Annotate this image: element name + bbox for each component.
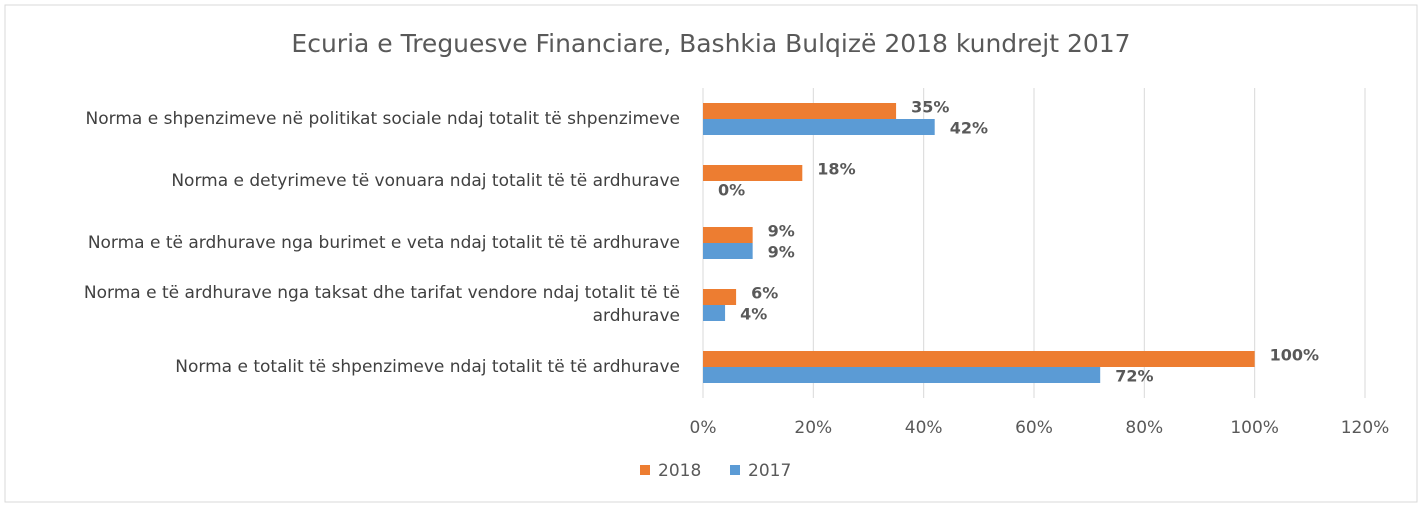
- data-label: 18%: [817, 160, 855, 179]
- y-tick-label: Norma e shpenzimeve në politikat sociale…: [85, 108, 680, 129]
- bar: [703, 289, 737, 305]
- x-tick-label: 120%: [1341, 418, 1390, 438]
- x-tick-label: 60%: [1015, 418, 1053, 438]
- bar: [703, 165, 803, 181]
- y-tick-label: Norma e të ardhurave nga burimet e veta …: [87, 232, 680, 253]
- data-label: 72%: [1115, 367, 1153, 386]
- legend-label: 2017: [748, 461, 791, 481]
- data-label: 9%: [768, 222, 795, 241]
- bar: [703, 367, 1101, 383]
- data-label: 0%: [718, 181, 745, 200]
- legend-swatch: [730, 465, 740, 475]
- y-tick-label: Norma e totalit të shpenzimeve ndaj tota…: [175, 356, 680, 377]
- x-tick-label: 20%: [794, 418, 832, 438]
- bar: [703, 227, 753, 243]
- bar: [703, 305, 726, 321]
- y-tick-label: Norma e të ardhurave nga taksat dhe tari…: [83, 283, 680, 326]
- y-tick-label: Norma e detyrimeve të vonuara ndaj total…: [171, 170, 680, 191]
- legend-swatch: [640, 465, 650, 475]
- legend-label: 2018: [658, 461, 701, 481]
- bar: [703, 103, 897, 119]
- data-label: 6%: [751, 284, 778, 303]
- bar: [703, 351, 1255, 367]
- data-label: 35%: [911, 98, 949, 117]
- data-label: 4%: [740, 305, 767, 324]
- data-label: 100%: [1270, 346, 1319, 365]
- bar: [703, 243, 753, 259]
- data-label: 42%: [950, 119, 988, 138]
- x-tick-label: 40%: [905, 418, 943, 438]
- chart-title: Ecuria e Treguesve Financiare, Bashkia B…: [291, 29, 1130, 58]
- bar: [703, 119, 935, 135]
- x-tick-label: 100%: [1230, 418, 1279, 438]
- x-tick-label: 80%: [1125, 418, 1163, 438]
- data-label: 9%: [768, 243, 795, 262]
- x-tick-label: 0%: [690, 418, 717, 438]
